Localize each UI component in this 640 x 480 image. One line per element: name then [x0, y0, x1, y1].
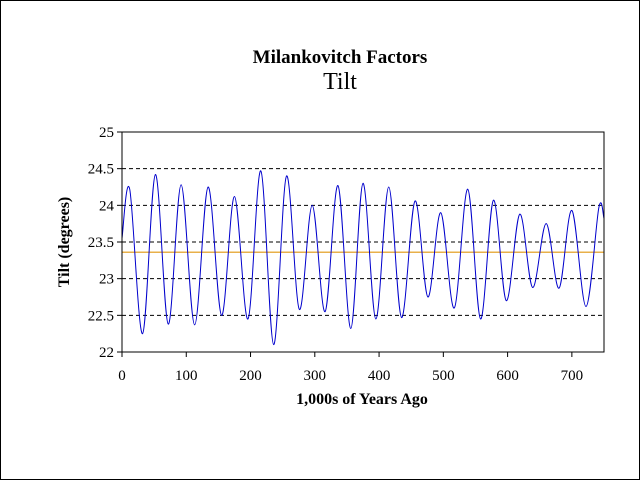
- chart-subtitle: Tilt: [323, 69, 357, 95]
- x-tick-label: 200: [239, 368, 262, 384]
- y-tick-label: 22: [99, 345, 114, 361]
- x-tick-label: 500: [432, 368, 455, 384]
- y-tick-label: 24: [99, 198, 115, 214]
- x-tick-label: 0: [118, 368, 126, 384]
- x-axis: 0 100 200 300 400 500 600 700: [118, 352, 583, 384]
- y-tick-label: 23: [99, 272, 114, 288]
- y-tick-label: 25: [99, 125, 114, 141]
- y-tick-label: 22.5: [88, 308, 114, 324]
- x-tick-label: 300: [304, 368, 327, 384]
- x-axis-label: 1,000s of Years Ago: [296, 391, 428, 408]
- tilt-series-line: [121, 170, 605, 346]
- chart-title: Milankovitch Factors: [253, 47, 428, 68]
- y-tick-label: 23.5: [88, 235, 114, 251]
- x-tick-label: 400: [368, 368, 391, 384]
- y-axis-label: Tilt (degrees): [56, 197, 73, 288]
- x-tick-label: 100: [175, 368, 198, 384]
- y-axis: 22 22.5 23 23.5 24 24.5 25: [88, 125, 122, 361]
- y-tick-label: 24.5: [88, 162, 114, 178]
- x-tick-label: 600: [496, 368, 519, 384]
- grid-lines: [122, 168, 604, 316]
- x-tick-label: 700: [561, 368, 584, 384]
